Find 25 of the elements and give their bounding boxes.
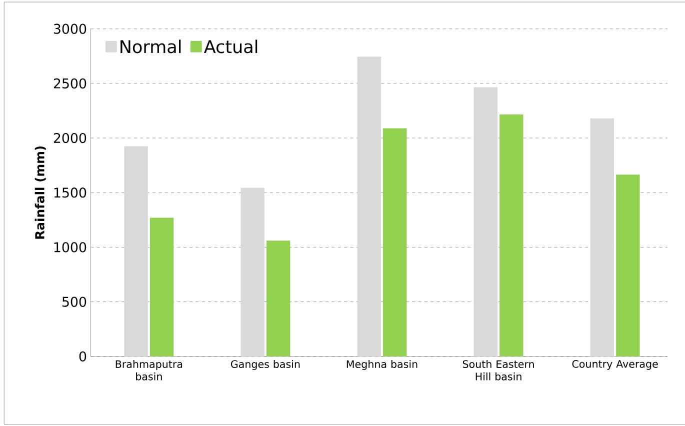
y-tick-label: 2500 (54, 78, 86, 88)
x-tick-label: South Eastern Hill basin (462, 360, 534, 380)
y-tick-label: 500 (62, 296, 86, 307)
bar (616, 174, 640, 356)
legend-label: Actual (204, 39, 258, 54)
x-tick-label: Ganges basin (230, 360, 300, 370)
x-tick-label: Country Average (572, 360, 658, 370)
y-tick-label: 2000 (54, 132, 86, 143)
legend-label: Normal (120, 39, 181, 54)
bar (357, 56, 381, 356)
x-tick-label: Meghna basin (346, 360, 418, 370)
bar (124, 146, 148, 356)
bar (383, 128, 407, 356)
bar (240, 187, 264, 356)
x-tick-label: Brahmaputra basin (116, 360, 182, 380)
y-tick-label: 0 (79, 351, 86, 362)
y-tick-label: 1500 (54, 187, 86, 198)
y-tick-label: 1000 (54, 242, 86, 252)
y-tick-label: 3000 (54, 24, 86, 34)
bar (150, 218, 174, 356)
bar (500, 114, 524, 356)
bar (590, 118, 614, 356)
bar (474, 87, 498, 356)
y-axis-title: Rainfall (mm) (34, 146, 46, 238)
bar (266, 240, 290, 356)
